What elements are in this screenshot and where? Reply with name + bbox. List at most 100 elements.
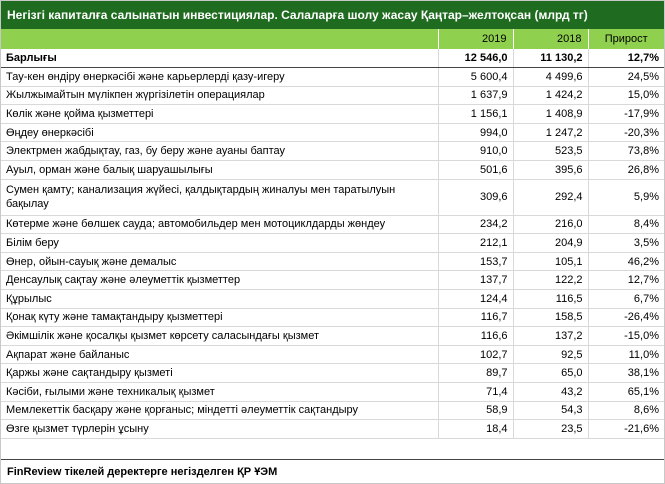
row-label: Тау-кен өндіру өнеркәсібі және карьерлер…	[1, 67, 439, 87]
row-2018: 23,5	[513, 419, 589, 439]
row-2019: 910,0	[438, 141, 514, 162]
row-change: 12,7%	[588, 270, 664, 291]
header-row: 2019 2018 Прирост	[1, 29, 664, 49]
row-2019: 116,7	[438, 308, 514, 328]
row-2019: 212,1	[438, 233, 514, 253]
row-2018: 395,6	[513, 160, 589, 180]
row-2018: 105,1	[513, 252, 589, 272]
investment-table: 2019 2018 Прирост Барлығы 12 546,0 11 13…	[1, 29, 664, 439]
row-label: Электрмен жабдықтау, газ, бу беру және а…	[1, 141, 439, 162]
table-row: Ақпарат және байланыс 102,7 92,5 11,0%	[1, 345, 664, 365]
row-2019: 501,6	[438, 160, 514, 180]
header-blank	[1, 29, 439, 49]
row-2019: 153,7	[438, 252, 514, 272]
row-label: Өнер, ойын-сауық және демалыс	[1, 252, 439, 272]
row-change: 6,7%	[588, 289, 664, 309]
row-change: 8,4%	[588, 215, 664, 235]
row-2019: 18,4	[438, 419, 514, 439]
row-2018: 4 499,6	[513, 67, 589, 87]
row-change: 5,9%	[588, 179, 664, 216]
row-label: Әкімшілік және қосалқы қызмет көрсету са…	[1, 326, 439, 346]
row-2018: 1 408,9	[513, 104, 589, 124]
row-label: Ауыл, орман және балық шаруашылығы	[1, 160, 439, 180]
table-title: Негізгі капиталға салынатын инвестицияла…	[1, 1, 664, 29]
table-row: Әкімшілік және қосалқы қызмет көрсету са…	[1, 326, 664, 346]
table-row: Көлік және қойма қызметтері 1 156,1 1 408,…	[1, 104, 664, 124]
table-row: Денсаулық сақтау және әлеуметтік қызметт…	[1, 270, 664, 291]
row-label: Денсаулық сақтау және әлеуметтік қызметт…	[1, 270, 439, 291]
table-row: Көтерме және бөлшек сауда; автомобильдер…	[1, 215, 664, 235]
row-label: Өзге қызмет түрлерін ұсыну	[1, 419, 439, 439]
row-2019: 994,0	[438, 123, 514, 143]
row-label: Құрылыс	[1, 289, 439, 309]
row-label: Ақпарат және байланыс	[1, 345, 439, 365]
header-change: Прирост	[604, 33, 648, 45]
row-2019: 116,6	[438, 326, 514, 346]
table-row: Қаржы және сақтандыру қызметі 89,7 65,0 38,…	[1, 363, 664, 383]
row-2019: 234,2	[438, 215, 514, 235]
row-change: -26,4%	[588, 308, 664, 328]
row-label: Сумен қамту; канализация жүйесі, қалдықт…	[1, 179, 439, 216]
row-2018: 1 424,2	[513, 86, 589, 106]
total-2019: 12 546,0	[438, 49, 514, 69]
table-row: Сумен қамту; канализация жүйесі, қалдықт…	[1, 179, 664, 216]
row-2019: 137,7	[438, 270, 514, 291]
row-change: 24,5%	[588, 67, 664, 87]
row-2019: 1 637,9	[438, 86, 514, 106]
row-change: -20,3%	[588, 123, 664, 143]
row-change: 3,5%	[588, 233, 664, 253]
row-change: 46,2%	[588, 252, 664, 272]
row-change: 26,8%	[588, 160, 664, 180]
row-2018: 54,3	[513, 401, 589, 421]
table-row: Құрылыс 124,4 116,5 6,7%	[1, 289, 664, 309]
row-change: -21,6%	[588, 419, 664, 439]
row-change: 73,8%	[588, 141, 664, 162]
table-row: Мемлекеттік басқару және қорғаныс; мінде…	[1, 401, 664, 421]
row-2018: 137,2	[513, 326, 589, 346]
header-2018: 2018	[513, 29, 589, 49]
row-label: Көлік және қойма қызметтері	[1, 104, 439, 124]
row-label: Жылжымайтын мүлікпен жүргізілетін операц…	[1, 86, 439, 106]
row-label: Өңдеу өнеркәсібі	[1, 123, 439, 143]
row-change: 15,0%	[588, 86, 664, 106]
table-row: Өңдеу өнеркәсібі 994,0 1 247,2 -20,3%	[1, 123, 664, 143]
row-2018: 92,5	[513, 345, 589, 365]
total-2018: 11 130,2	[513, 49, 589, 69]
row-2018: 1 247,2	[513, 123, 589, 143]
table-row: Тау-кен өндіру өнеркәсібі және карьерлер…	[1, 67, 664, 87]
row-2018: 216,0	[513, 215, 589, 235]
row-2019: 58,9	[438, 401, 514, 421]
row-2019: 124,4	[438, 289, 514, 309]
row-2018: 65,0	[513, 363, 589, 383]
total-change: 12,7%	[588, 49, 664, 69]
row-change: 65,1%	[588, 382, 664, 402]
row-2018: 204,9	[513, 233, 589, 253]
source-note: FinReview тікелей деректерге негізделген…	[1, 459, 664, 483]
table-row: Білім беру 212,1 204,9 3,5%	[1, 233, 664, 253]
row-label: Білім беру	[1, 233, 439, 253]
row-2019: 5 600,4	[438, 67, 514, 87]
row-label: Көтерме және бөлшек сауда; автомобильдер…	[1, 215, 439, 235]
row-2019: 309,6	[438, 179, 514, 216]
row-change: -17,9%	[588, 104, 664, 124]
row-change: 8,6%	[588, 401, 664, 421]
total-label: Барлығы	[1, 49, 439, 69]
row-2018: 292,4	[513, 179, 589, 216]
table-row: Өнер, ойын-сауық және демалыс 153,7 105,1 4…	[1, 252, 664, 272]
row-label: Қаржы және сақтандыру қызметі	[1, 363, 439, 383]
header-2019: 2019	[438, 29, 514, 49]
row-label: Кәсіби, ғылыми және техникалық қызмет	[1, 382, 439, 402]
total-row: Барлығы 12 546,0 11 130,2 12,7%	[1, 49, 664, 69]
table-row: Өзге қызмет түрлерін ұсыну 18,4 23,5 -21,6%	[1, 419, 664, 439]
table-row: Электрмен жабдықтау, газ, бу беру және а…	[1, 141, 664, 162]
row-2019: 71,4	[438, 382, 514, 402]
table-row: Ауыл, орман және балық шаруашылығы 501,6 3…	[1, 160, 664, 180]
row-2018: 158,5	[513, 308, 589, 328]
row-label: Қонақ күту және тамақтандыру қызметтері	[1, 308, 439, 328]
row-2019: 102,7	[438, 345, 514, 365]
row-2018: 116,5	[513, 289, 589, 309]
row-change: 38,1%	[588, 363, 664, 383]
row-2018: 43,2	[513, 382, 589, 402]
table-row: Кәсіби, ғылыми және техникалық қызмет 71,…	[1, 382, 664, 402]
